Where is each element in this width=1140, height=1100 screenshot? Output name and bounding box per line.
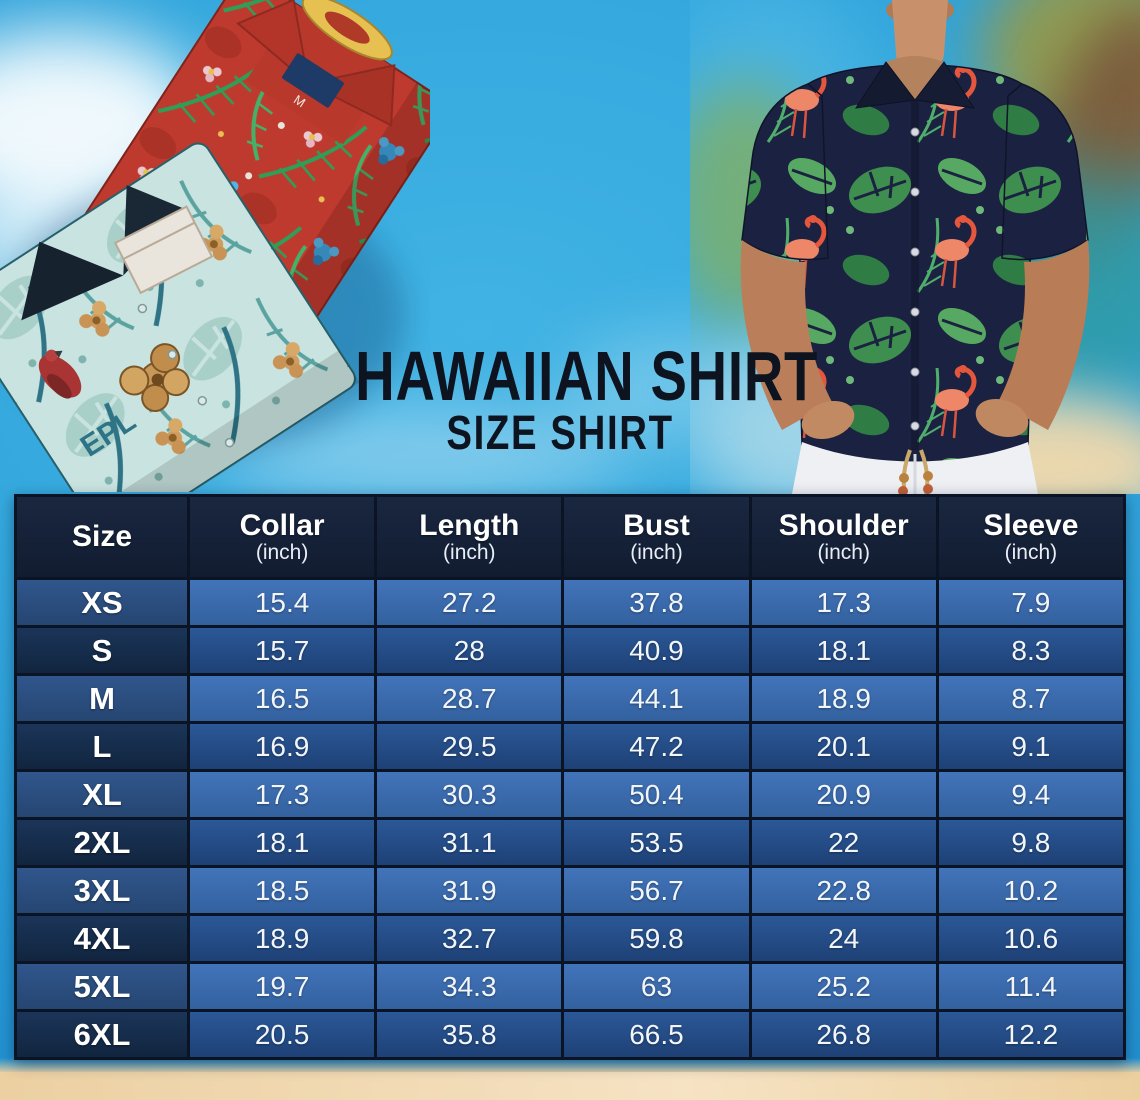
collar-cell: 17.3	[187, 772, 375, 817]
bust-cell: 50.4	[561, 772, 749, 817]
header-cell-bust: Bust (inch)	[561, 497, 749, 577]
header-cell-size: Size	[17, 497, 187, 577]
header-cell-collar: Collar (inch)	[187, 497, 375, 577]
length-cell: 35.8	[374, 1012, 562, 1057]
table-row: 6XL 20.5 35.8 66.5 26.8 12.2	[17, 1009, 1123, 1057]
bust-cell: 56.7	[561, 868, 749, 913]
table-row: L 16.9 29.5 47.2 20.1 9.1	[17, 721, 1123, 769]
shoulder-cell: 20.9	[748, 772, 936, 817]
length-cell: 31.1	[374, 820, 562, 865]
sleeve-cell: 12.2	[935, 1012, 1123, 1057]
hibiscus-print	[119, 343, 190, 412]
sleeve-cell: 8.7	[935, 676, 1123, 721]
bust-cell: 47.2	[561, 724, 749, 769]
shoulder-cell: 22	[748, 820, 936, 865]
page-title: HAWAIIAN SHIRT	[355, 337, 819, 415]
shoulder-cell: 18.9	[748, 676, 936, 721]
header-cell-sleeve: Sleeve (inch)	[935, 497, 1123, 577]
collar-cell: 18.1	[187, 820, 375, 865]
shirt-collar	[854, 56, 976, 109]
collar-cell: 16.5	[187, 676, 375, 721]
bust-cell: 37.8	[561, 580, 749, 625]
sleeve-cell: 11.4	[935, 964, 1123, 1009]
sleeve-cell: 8.3	[935, 628, 1123, 673]
sleeve-cell: 10.6	[935, 916, 1123, 961]
bust-cell: 63	[561, 964, 749, 1009]
collar-cell: 15.7	[187, 628, 375, 673]
sleeve-cell: 9.8	[935, 820, 1123, 865]
size-cell: M	[17, 676, 187, 721]
collar-cell: 18.9	[187, 916, 375, 961]
button-placket	[911, 100, 919, 450]
size-cell: 6XL	[17, 1012, 187, 1057]
shoulder-cell: 18.1	[748, 628, 936, 673]
table-row: XL 17.3 30.3 50.4 20.9 9.4	[17, 769, 1123, 817]
header-cell-shoulder: Shoulder (inch)	[748, 497, 936, 577]
size-table: Size Collar (inch) Length (inch) Bust (i…	[14, 494, 1126, 1060]
length-cell: 30.3	[374, 772, 562, 817]
collar-cell: 15.4	[187, 580, 375, 625]
shoulder-cell: 26.8	[748, 1012, 936, 1057]
shoulder-cell: 24	[748, 916, 936, 961]
size-cell: 3XL	[17, 868, 187, 913]
sleeve-cell: 10.2	[935, 868, 1123, 913]
size-cell: 4XL	[17, 916, 187, 961]
length-cell: 34.3	[374, 964, 562, 1009]
shirt-buttons	[910, 127, 920, 431]
sleeve-cell: 7.9	[935, 580, 1123, 625]
length-cell: 27.2	[374, 580, 562, 625]
collar-tag	[282, 53, 344, 108]
model-pants	[792, 442, 1038, 494]
teal-shirt-buttons	[137, 303, 235, 448]
size-cell: 2XL	[17, 820, 187, 865]
teal-collar-flap	[21, 241, 124, 321]
bust-cell: 44.1	[561, 676, 749, 721]
shoulder-cell: 25.2	[748, 964, 936, 1009]
size-cell: S	[17, 628, 187, 673]
table-row: S 15.7 28 40.9 18.1 8.3	[17, 625, 1123, 673]
length-cell: 32.7	[374, 916, 562, 961]
bust-cell: 53.5	[561, 820, 749, 865]
model-arms	[740, 240, 1090, 440]
title-block: HAWAIIAN SHIRT SIZE SHIRT	[290, 337, 830, 460]
collar-cell: 20.5	[187, 1012, 375, 1057]
table-row: 5XL 19.7 34.3 63 25.2 11.4	[17, 961, 1123, 1009]
sand-strip	[0, 1058, 1140, 1100]
size-cell: XS	[17, 580, 187, 625]
shoulder-cell: 22.8	[748, 868, 936, 913]
sleeve-cell: 9.4	[935, 772, 1123, 817]
length-cell: 28	[374, 628, 562, 673]
sleeve-cell: 9.1	[935, 724, 1123, 769]
shoulder-cell: 20.1	[748, 724, 936, 769]
length-cell: 31.9	[374, 868, 562, 913]
bust-cell: 40.9	[561, 628, 749, 673]
model-photo	[740, 0, 1090, 494]
bust-cell: 66.5	[561, 1012, 749, 1057]
size-cell: XL	[17, 772, 187, 817]
header-cell-length: Length (inch)	[374, 497, 562, 577]
shoulder-cell: 17.3	[748, 580, 936, 625]
teal-shirt: EPL EPL	[0, 142, 360, 492]
chest-pocket	[113, 205, 214, 295]
size-cell: 5XL	[17, 964, 187, 1009]
size-cell: L	[17, 724, 187, 769]
length-cell: 29.5	[374, 724, 562, 769]
table-row: 2XL 18.1 31.1 53.5 22 9.8	[17, 817, 1123, 865]
collar-cell: 16.9	[187, 724, 375, 769]
table-row: 3XL 18.5 31.9 56.7 22.8 10.2	[17, 865, 1123, 913]
bust-cell: 59.8	[561, 916, 749, 961]
folded-shirts-photo: M	[0, 0, 430, 492]
table-row: 4XL 18.9 32.7 59.8 24 10.6	[17, 913, 1123, 961]
table-row: M 16.5 28.7 44.1 18.9 8.7	[17, 673, 1123, 721]
collar-cell: 19.7	[187, 964, 375, 1009]
length-cell: 28.7	[374, 676, 562, 721]
collar-cell: 18.5	[187, 868, 375, 913]
parrot-print	[38, 349, 82, 399]
table-header-row: Size Collar (inch) Length (inch) Bust (i…	[17, 497, 1123, 577]
page-subtitle: SIZE SHIRT	[446, 406, 674, 460]
table-body: XS 15.4 27.2 37.8 17.3 7.9 S 15.7 28 40.…	[17, 577, 1123, 1057]
table-row: XS 15.4 27.2 37.8 17.3 7.9	[17, 577, 1123, 625]
